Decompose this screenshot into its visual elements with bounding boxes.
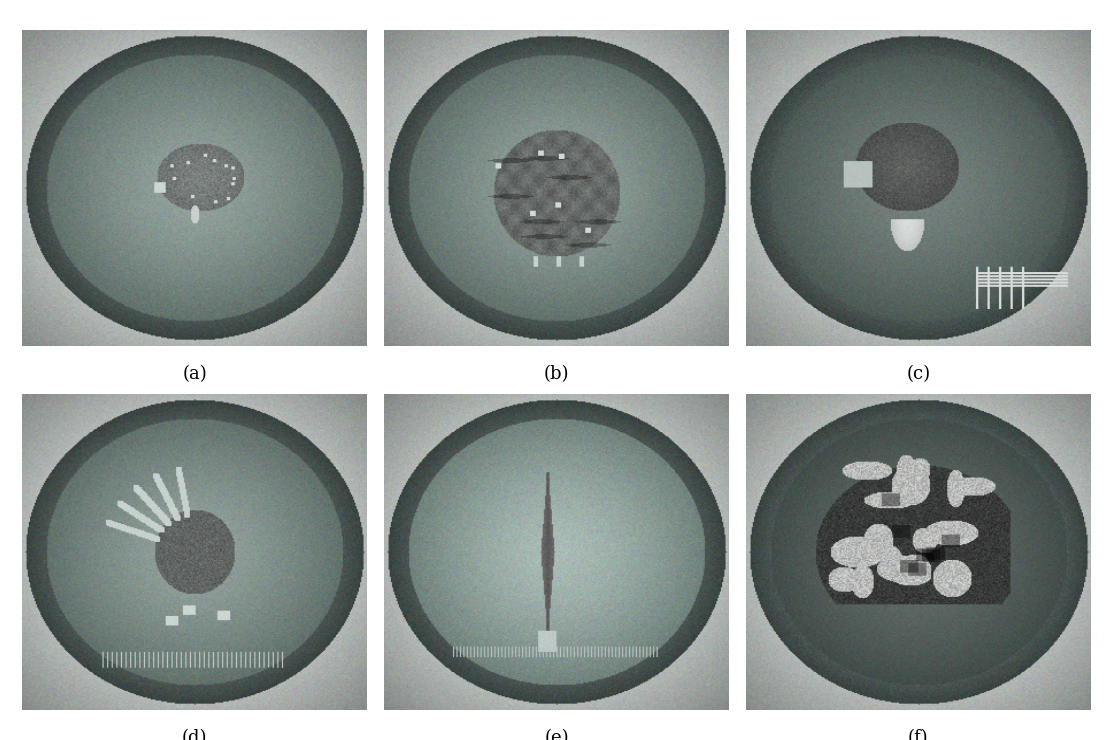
Text: (c): (c) xyxy=(906,366,930,383)
Text: (e): (e) xyxy=(544,730,569,740)
Text: (d): (d) xyxy=(181,730,207,740)
Text: (f): (f) xyxy=(908,730,928,740)
Text: (b): (b) xyxy=(544,366,569,383)
Text: (a): (a) xyxy=(183,366,207,383)
